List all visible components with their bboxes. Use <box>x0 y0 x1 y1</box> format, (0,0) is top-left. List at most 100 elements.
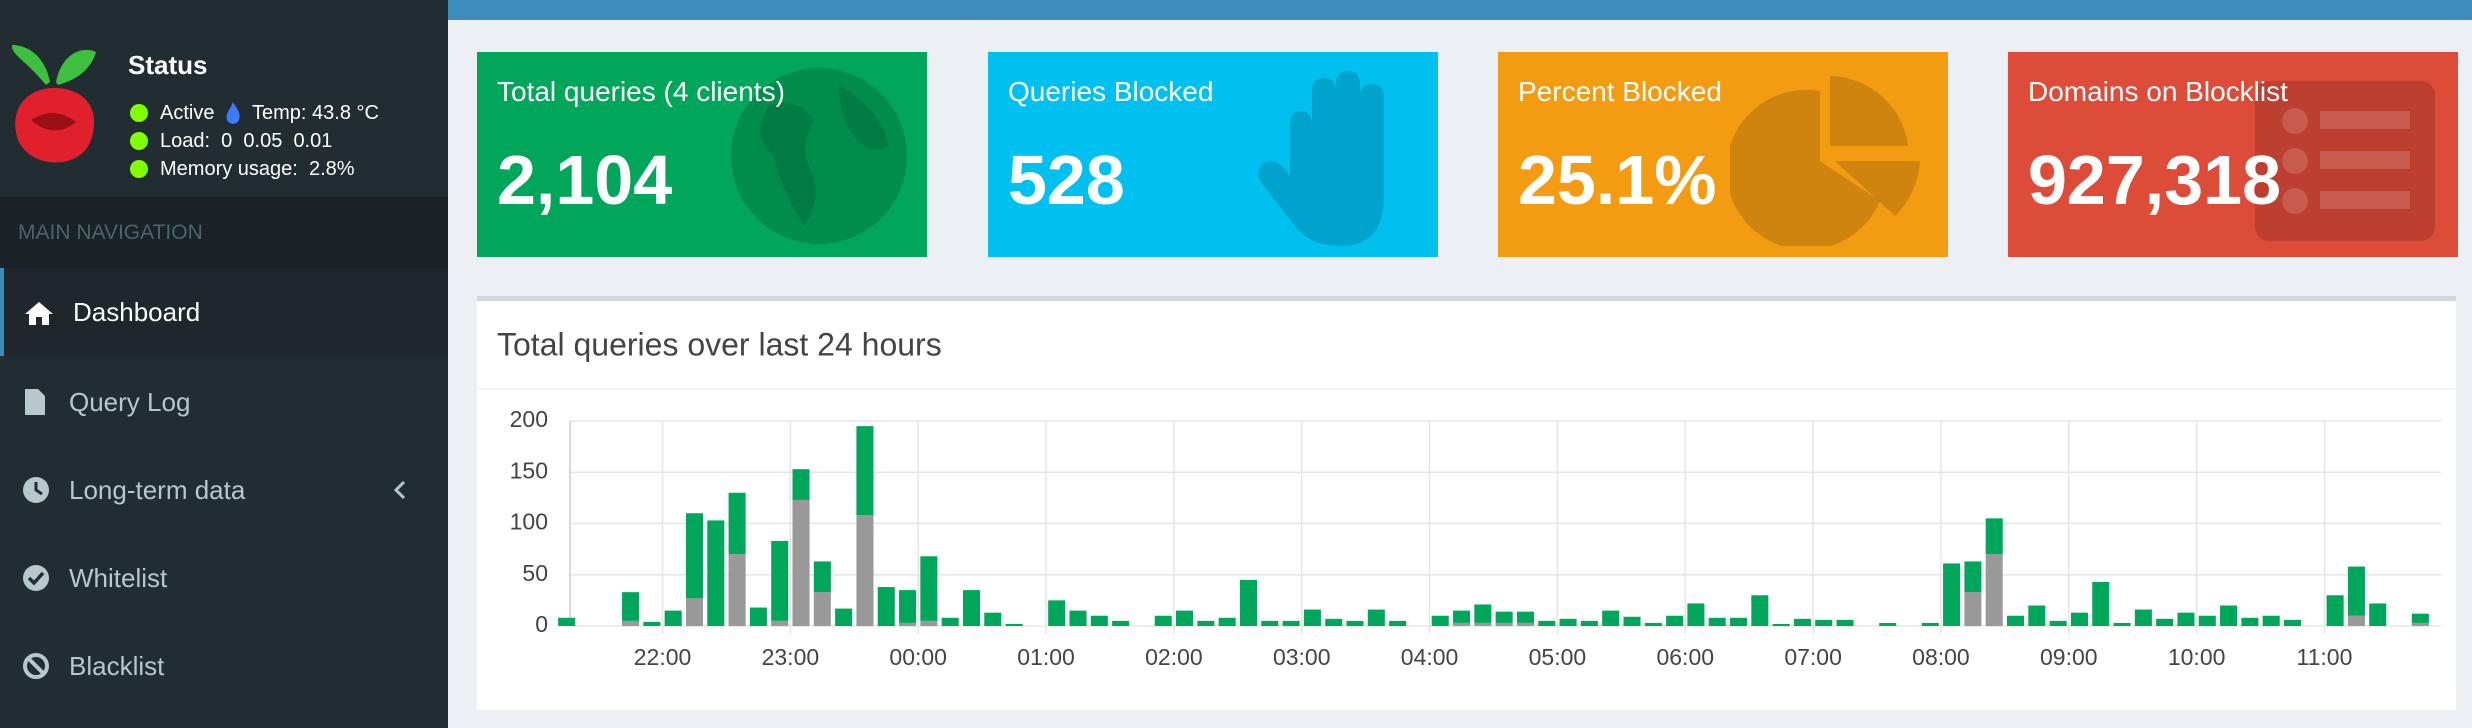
nav-label: Blacklist <box>69 651 165 681</box>
stat-value: 927,318 <box>2028 141 2282 219</box>
logo <box>11 45 96 163</box>
y-tick-label: 200 <box>510 406 548 432</box>
bar <box>1708 617 1726 626</box>
stat-box: Queries Blocked 528 <box>988 52 1438 257</box>
bar <box>1921 622 1939 626</box>
stat-value: 2,104 <box>497 141 673 219</box>
y-tick-label: 150 <box>510 457 548 483</box>
bar <box>1644 622 1662 626</box>
bar <box>1815 619 1833 626</box>
bar <box>1176 610 1194 626</box>
hand-icon <box>1258 71 1384 246</box>
bar <box>920 556 938 621</box>
stat-title: Total queries (4 clients) <box>497 76 785 107</box>
bar <box>1197 620 1215 626</box>
x-tick-label: 06:00 <box>1656 644 1714 670</box>
bar <box>2070 612 2088 626</box>
x-tick-label: 05:00 <box>1529 644 1587 670</box>
chevron <box>393 480 406 500</box>
bar <box>685 598 704 626</box>
bar <box>1943 563 1961 626</box>
bar <box>813 561 831 593</box>
stat-title: Domains on Blocklist <box>2028 76 2288 107</box>
bar <box>1964 561 1982 593</box>
nav-item[interactable]: Dashboard <box>0 268 448 356</box>
bar <box>1516 622 1534 626</box>
bar <box>664 610 682 626</box>
bar <box>1453 622 1471 626</box>
stat-value: 528 <box>1008 141 1125 219</box>
bar <box>1666 615 1684 626</box>
bar <box>2411 613 2429 623</box>
x-tick-label: 10:00 <box>2168 644 2226 670</box>
chart-title: Total queries over last 24 hours <box>497 326 942 362</box>
bar <box>984 612 1002 626</box>
nav-item[interactable]: Blacklist <box>0 622 448 710</box>
stat-value: 25.1% <box>1518 141 1717 219</box>
globe-icon <box>731 68 907 244</box>
x-tick-label: 04:00 <box>1401 644 1459 670</box>
x-tick-label: 11:00 <box>2297 644 2353 670</box>
nav-item[interactable]: Query Log <box>0 358 448 446</box>
list-icon <box>2255 81 2435 241</box>
nav-label: Query Log <box>69 387 191 417</box>
status-text: Active <box>160 102 215 124</box>
bar <box>1985 554 2003 626</box>
bar <box>1239 579 1257 626</box>
nav-label: Whitelist <box>69 563 168 593</box>
bar <box>1474 604 1492 623</box>
bar <box>856 426 874 516</box>
nav-label: Dashboard <box>73 297 201 327</box>
icon <box>23 653 49 679</box>
bar <box>1090 615 1108 626</box>
bar <box>1474 622 1492 626</box>
bar <box>2092 581 2110 626</box>
bar <box>1367 609 1385 626</box>
bar <box>1453 610 1471 623</box>
bar <box>771 620 789 626</box>
bar <box>1495 611 1513 623</box>
bar <box>1346 620 1364 626</box>
bar <box>1687 603 1705 626</box>
nav-item[interactable]: Long-term data <box>0 446 448 534</box>
bar <box>1559 618 1577 626</box>
stat-title: Queries Blocked <box>1008 76 1214 107</box>
bar <box>2347 615 2365 626</box>
bar <box>1495 622 1513 626</box>
bar <box>707 520 725 626</box>
x-tick-label: 23:00 <box>762 644 820 670</box>
stat-title: Percent Blocked <box>1518 76 1722 107</box>
bar <box>2198 615 2216 626</box>
bar <box>2177 612 2195 626</box>
nav-item[interactable]: Whitelist <box>0 534 448 622</box>
bar <box>856 515 874 626</box>
icon <box>23 477 49 503</box>
x-tick-label: 01:00 <box>1017 644 1075 670</box>
y-tick-label: 100 <box>510 509 548 535</box>
x-tick-label: 03:00 <box>1273 644 1331 670</box>
bar <box>920 620 938 626</box>
bar <box>2369 603 2387 626</box>
status-dot <box>130 160 148 178</box>
icon <box>23 565 49 591</box>
x-tick-label: 07:00 <box>1784 644 1842 670</box>
chart-box: Total queries over last 24 hours 0 50 100 1… <box>477 296 2456 710</box>
bar <box>2134 609 2152 626</box>
bar <box>2411 622 2429 626</box>
bar <box>877 587 895 626</box>
bar <box>2283 619 2302 626</box>
bar <box>622 620 640 626</box>
memory-text: Memory usage: 2.8% <box>160 158 355 180</box>
bar <box>1879 622 1897 626</box>
bar <box>1303 609 1321 626</box>
bar <box>813 592 831 626</box>
stat-box: Percent Blocked 25.1% <box>1498 52 1948 257</box>
y-tick-label: 50 <box>522 560 548 586</box>
bar <box>1389 620 1407 626</box>
load-text: Load: 0 0.05 0.01 <box>160 130 333 152</box>
bar <box>1431 615 1449 626</box>
bar <box>1538 620 1556 626</box>
bar <box>1964 592 1982 626</box>
bar <box>941 617 959 626</box>
bar <box>1836 619 1854 626</box>
